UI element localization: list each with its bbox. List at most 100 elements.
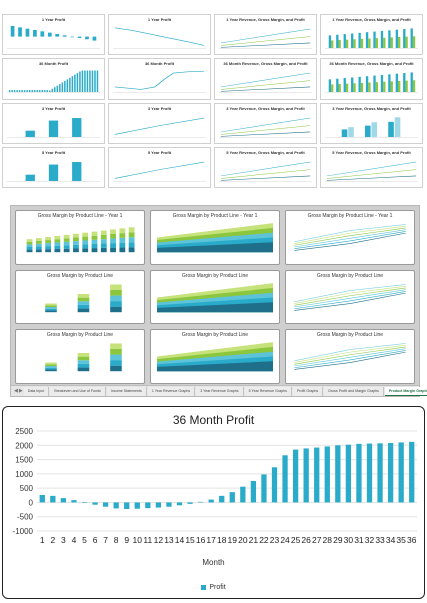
chart-thumbnail[interactable]: 5 Year Revenue, Gross Margin, and Profit <box>214 146 317 188</box>
thumbnail-title: 1 Year Profit <box>41 17 66 22</box>
x-tick-label: 2 <box>50 535 55 545</box>
x-tick-label: 24 <box>280 535 290 545</box>
thumbnail-title: 36 Month Profit <box>38 61 69 67</box>
product-line-plot <box>294 343 406 371</box>
x-tick-label: 30 <box>344 535 354 545</box>
profit-bar <box>271 467 278 503</box>
profit-bar <box>176 502 183 506</box>
x-tick-label: 21 <box>249 535 259 545</box>
chart-thumbnail[interactable]: 5 Year Revenue, Gross Margin, and Profit <box>320 146 423 188</box>
thumbnail-plot <box>219 28 312 49</box>
chart-thumbnail[interactable]: 3 Year Revenue, Gross Margin, and Profit <box>320 102 423 144</box>
product-line-chart[interactable]: Gross Margin by Product Line - Year 1 <box>150 210 280 265</box>
profit-bar <box>324 446 330 503</box>
profit-bar <box>240 486 246 503</box>
product-line-chart-title: Gross Margin by Product Line <box>181 272 249 279</box>
chart-thumbnail[interactable]: 36 Month Revenue, Gross Margin, and Prof… <box>214 58 317 100</box>
product-line-chart[interactable]: Gross Margin by Product Line <box>285 269 415 325</box>
thumbnail-plot <box>325 28 418 49</box>
sheet-tab[interactable]: Data Input <box>23 386 50 396</box>
x-tick-label: 32 <box>365 535 375 545</box>
product-line-chart[interactable]: Gross Margin by Product Line <box>150 269 280 325</box>
sheet-tab[interactable]: Profit Graphs <box>292 386 324 396</box>
product-line-chart[interactable]: Gross Margin by Product Line - Year 1 <box>15 210 145 265</box>
x-tick-label: 10 <box>133 535 143 545</box>
profit-bar <box>292 449 299 503</box>
product-margin-sheet: Gross Margin by Product Line - Year 1 Gro… <box>10 205 427 397</box>
chart-thumbnail[interactable]: 3 Year Revenue, Gross Margin, and Profit <box>214 102 317 144</box>
chart-thumbnail[interactable]: 1 Year Revenue, Gross Margin, and Profit <box>320 14 423 56</box>
x-tick-label: 1 <box>40 535 45 545</box>
profit-bar <box>303 448 309 503</box>
profit-bar <box>387 443 394 503</box>
x-tick-label: 25 <box>291 535 301 545</box>
thumbnail-plot <box>325 161 418 182</box>
chart-thumbnail[interactable]: 3 Year Profit <box>2 102 105 144</box>
sheet-tab[interactable]: Income Statements <box>106 386 147 396</box>
x-tick-label: 26 <box>301 535 311 545</box>
x-tick-label: 13 <box>164 535 174 545</box>
product-line-chart[interactable]: Gross Margin by Product Line <box>285 329 415 384</box>
thumbnail-plot <box>219 73 312 94</box>
tab-next-icon[interactable]: ▶ <box>18 388 23 394</box>
chart-thumbnail[interactable]: 1 Year Profit <box>108 14 211 56</box>
product-line-plot <box>157 282 273 312</box>
y-tick-label: 0 <box>29 498 34 507</box>
profit-bar <box>250 481 257 503</box>
profit-36-month-chart[interactable]: -1000 -500 0 500 1000 1500 2000 2500 1 2 3 4 5 6 7 8 9 10… <box>2 406 425 599</box>
profit-bar <box>166 502 172 507</box>
profit-bar <box>366 443 373 503</box>
thumbnail-title: 36 Month Revenue, Gross Margin, and Prof… <box>223 61 308 67</box>
profit-bar <box>39 495 45 503</box>
chart-thumbnail[interactable]: 1 Year Revenue, Gross Margin, and Profit <box>214 14 317 56</box>
product-line-plot <box>45 284 122 312</box>
thumbnail-title: 36 Month Revenue, Gross Margin, and Prof… <box>329 61 414 67</box>
profit-bar <box>409 441 415 503</box>
thumbnail-plot <box>7 161 100 182</box>
chart-thumbnail[interactable]: 1 Year Profit <box>2 14 105 56</box>
x-tick-label: 6 <box>93 535 98 545</box>
sheet-tab[interactable]: 3 Year Revenue Graphs <box>196 386 244 396</box>
product-line-chart[interactable]: Gross Margin by Product Line <box>150 329 280 384</box>
chart-thumbnail[interactable]: 36 Month Revenue, Gross Margin, and Prof… <box>320 58 423 100</box>
product-line-chart-title: Gross Margin by Product Line <box>316 272 384 279</box>
chart-thumbnail[interactable]: 5 Year Profit <box>108 146 211 188</box>
profit-bar <box>155 502 162 508</box>
chart-thumbnail[interactable]: 36 Month Profit <box>108 58 211 100</box>
x-tick-label: 16 <box>196 535 206 545</box>
legend-label: Profit <box>209 584 226 591</box>
sheet-tab[interactable]: 5 Year Revenue Graphs <box>244 386 292 396</box>
thumbnail-plot <box>113 161 206 182</box>
sheet-tab[interactable]: Product Margin Graphs <box>384 386 427 396</box>
product-line-chart[interactable]: Gross Margin by Product Line - Year 1 <box>285 210 415 265</box>
sheet-tab[interactable]: 1 Year Revenue Graphs <box>147 386 196 396</box>
profit-bar <box>92 502 98 505</box>
thumbnail-plot <box>113 71 206 94</box>
product-line-plot <box>294 224 406 251</box>
y-tick-label: 2000 <box>15 441 33 450</box>
thumbnail-title: 5 Year Profit <box>41 149 66 155</box>
profit-bar <box>197 501 204 503</box>
y-tick-label: 500 <box>20 484 34 493</box>
tab-prev-icon[interactable]: ◀ <box>14 388 18 394</box>
chart-thumbnail[interactable]: 3 Year Profit <box>108 102 211 144</box>
x-tick-label: 29 <box>333 535 343 545</box>
thumbnail-title: 3 Year Revenue, Gross Margin, and Profit <box>332 105 411 111</box>
product-line-chart[interactable]: Gross Margin by Product Line <box>15 269 145 325</box>
chart-thumbnail[interactable]: 36 Month Profit <box>2 58 105 100</box>
thumbnail-plot <box>219 117 312 138</box>
x-tick-label: 36 <box>407 535 417 545</box>
product-line-chart-title: Gross Margin by Product Line <box>46 272 114 279</box>
chart-thumbnail[interactable]: 5 Year Profit <box>2 146 105 188</box>
sheet-tab[interactable]: Breakeven and Use of Funds <box>50 386 106 396</box>
y-tick-label: 1500 <box>15 456 33 465</box>
chart-legend: Profit <box>3 584 424 591</box>
x-tick-label: 14 <box>175 535 185 545</box>
x-tick-label: 28 <box>323 535 333 545</box>
product-line-chart[interactable]: Gross Margin by Product Line <box>15 329 145 384</box>
sheet-tab[interactable]: Gross Profit and Margin Graphs <box>324 386 384 396</box>
x-tick-label: 7 <box>103 535 108 545</box>
x-tick-label: 11 <box>143 535 152 545</box>
profit-bar <box>81 502 88 503</box>
